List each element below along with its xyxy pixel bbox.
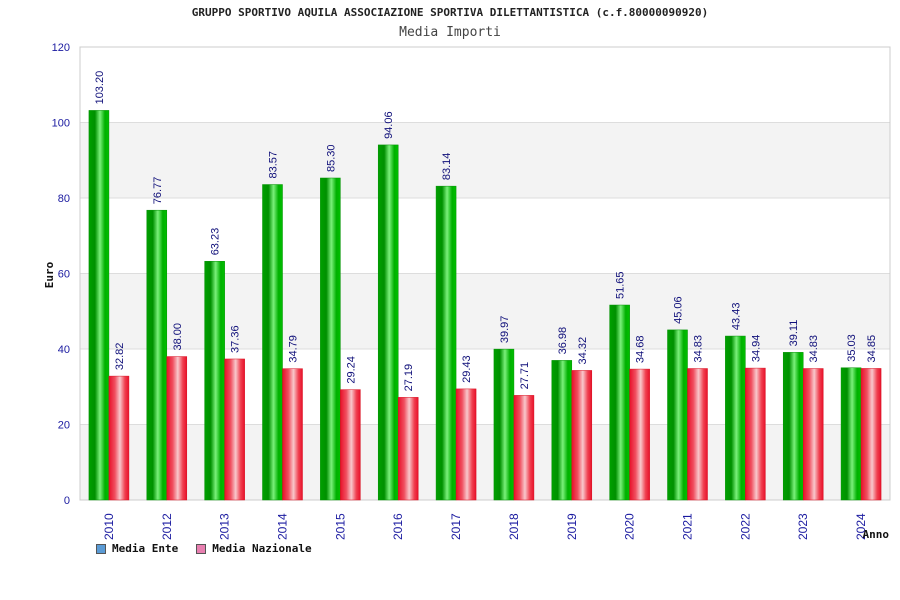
data-label: 34.83 [693, 335, 705, 363]
y-tick-label: 40 [58, 344, 70, 356]
x-axis-label: Anno [863, 528, 890, 541]
y-tick-label: 0 [64, 495, 70, 507]
data-label: 34.94 [750, 335, 762, 363]
bar-media-nazionale [687, 368, 708, 501]
x-tick-label: 2013 [218, 513, 232, 540]
bar-media-ente [204, 261, 225, 501]
x-tick-label: 2014 [276, 513, 290, 540]
x-tick-label: 2019 [565, 513, 579, 540]
bar-media-nazionale [802, 368, 824, 501]
bar-media-nazionale [282, 368, 303, 501]
data-label: 83.57 [268, 151, 280, 179]
data-label: 85.30 [325, 144, 337, 172]
bar-media-ente [377, 144, 399, 501]
data-label: 43.43 [730, 303, 742, 331]
data-label: 83.14 [441, 153, 453, 181]
x-tick-label: 2010 [102, 513, 116, 540]
bar-media-ente [262, 184, 283, 501]
bar-media-ente [88, 110, 110, 501]
x-tick-label: 2012 [160, 513, 174, 540]
legend-item-nazionale: Media Nazionale [196, 542, 312, 555]
grid-band [80, 424, 890, 500]
data-label: 39.97 [499, 316, 511, 344]
bar-media-nazionale [571, 370, 593, 501]
legend: Media Ente Media Nazionale [96, 542, 312, 555]
bar-media-nazionale [513, 395, 535, 501]
data-label: 103.20 [94, 71, 106, 105]
bar-media-ente [725, 335, 746, 501]
bar-media-ente [782, 352, 804, 501]
legend-swatch-nazionale [196, 543, 207, 554]
bar-media-ente [609, 304, 630, 501]
data-label: 29.43 [461, 355, 473, 383]
data-label: 35.03 [846, 334, 858, 362]
x-tick-label: 2017 [449, 513, 463, 540]
data-label: 34.85 [866, 335, 878, 363]
bar-media-ente [667, 329, 688, 501]
data-label: 51.65 [615, 271, 627, 299]
grid-band [80, 273, 890, 349]
data-label: 27.19 [403, 364, 415, 392]
y-axis-label: Euro [43, 261, 56, 288]
bar-media-ente [493, 348, 515, 501]
legend-swatch-ente [96, 543, 106, 554]
data-label: 45.06 [673, 296, 685, 324]
data-label: 34.32 [577, 337, 589, 365]
bar-media-nazionale [629, 368, 650, 501]
legend-item-ente: Media Ente [96, 542, 178, 555]
bar-media-ente [320, 177, 341, 501]
bar-media-nazionale [166, 356, 188, 501]
bar-media-nazionale [108, 375, 130, 501]
data-label: 34.79 [288, 335, 300, 363]
x-tick-label: 2015 [333, 513, 347, 540]
data-label: 27.71 [519, 362, 531, 390]
x-tick-label: 2023 [796, 513, 810, 540]
data-label: 32.82 [114, 343, 126, 371]
bar-media-nazionale [397, 397, 419, 501]
chart-title: GRUPPO SPORTIVO AQUILA ASSOCIAZIONE SPOR… [191, 6, 709, 19]
y-tick-label: 20 [58, 420, 70, 432]
bar-media-ente [435, 185, 457, 501]
data-label: 34.68 [635, 336, 647, 364]
bar-media-ente [840, 367, 862, 501]
data-label: 29.24 [345, 356, 357, 384]
y-tick-label: 80 [58, 193, 70, 205]
y-tick-label: 100 [52, 118, 70, 130]
chart-subtitle: Media Importi [399, 25, 501, 40]
data-label: 37.36 [230, 325, 242, 353]
data-label: 34.83 [808, 335, 820, 363]
y-tick-label: 120 [52, 42, 70, 54]
x-tick-label: 2022 [738, 513, 752, 540]
bar-media-nazionale [224, 358, 245, 501]
data-label: 94.06 [383, 111, 395, 139]
bar-media-nazionale [745, 367, 766, 501]
legend-label-nazionale: Media Nazionale [212, 542, 312, 555]
x-tick-label: 2018 [507, 513, 521, 540]
bar-media-nazionale [340, 389, 361, 501]
bar-media-ente [146, 209, 168, 501]
y-tick-label: 60 [58, 269, 70, 281]
bar-media-nazionale [455, 388, 477, 501]
bar-media-ente [551, 360, 573, 501]
x-tick-label: 2020 [623, 513, 637, 540]
data-label: 76.77 [152, 177, 164, 205]
x-tick-label: 2016 [391, 513, 405, 540]
plot-frame [79, 46, 891, 501]
bar-media-nazionale [860, 368, 882, 501]
legend-label-ente: Media Ente [112, 542, 179, 555]
data-label: 39.11 [788, 320, 800, 347]
data-label: 38.00 [172, 323, 184, 351]
grid-band [80, 122, 890, 198]
data-label: 63.23 [210, 228, 222, 256]
x-tick-label: 2024 [854, 513, 868, 540]
data-label: 36.98 [557, 327, 569, 355]
x-tick-label: 2021 [681, 513, 695, 540]
